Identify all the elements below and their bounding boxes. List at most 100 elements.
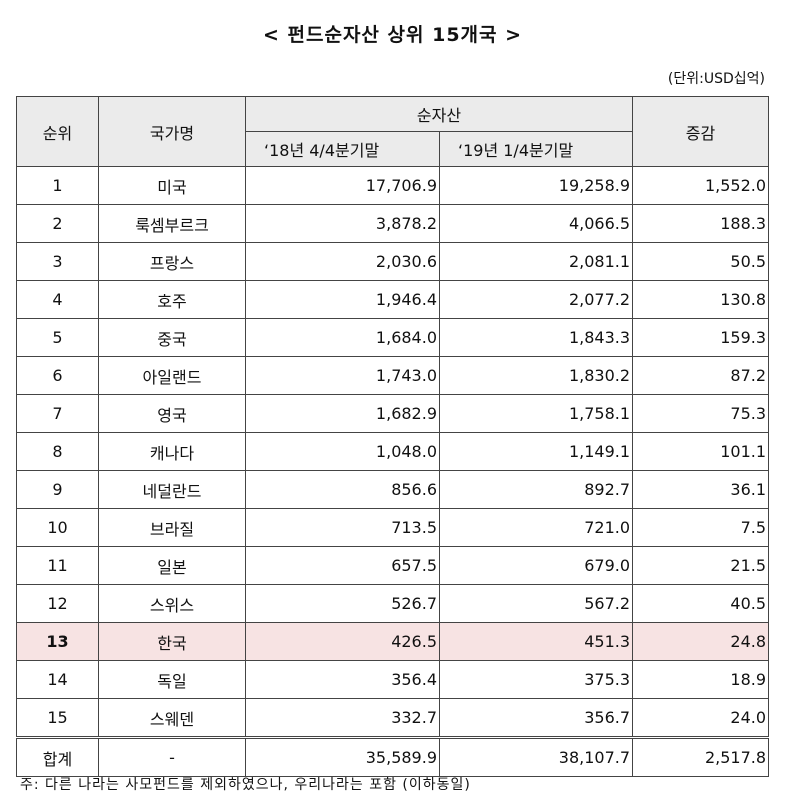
country-cell: 캐나다 <box>98 432 246 471</box>
rank-cell: 1 <box>16 166 99 205</box>
footnote: 주: 다른 나라는 사모펀드를 제외하였으나, 우리나라는 포함 (이하동일) <box>20 777 471 793</box>
country-cell: 네덜란드 <box>98 470 246 509</box>
change-cell: 87.2 <box>632 356 770 395</box>
table-row: 14 독일 356.4 375.3 18.9 <box>16 660 770 699</box>
change-cell: 50.5 <box>632 242 770 281</box>
header-country: 국가명 <box>98 96 246 167</box>
change-cell: 24.8 <box>632 622 770 661</box>
q1-2019-cell: 1,758.1 <box>438 394 634 433</box>
q1-2019-cell: 375.3 <box>438 660 634 699</box>
change-cell: 24.0 <box>632 698 770 738</box>
q4-2018-cell: 1,743.0 <box>245 356 440 395</box>
change-cell: 101.1 <box>632 432 770 471</box>
header-change: 증감 <box>632 96 770 167</box>
rank-cell: 14 <box>16 660 99 699</box>
q4-2018-cell: 526.7 <box>245 584 440 623</box>
change-cell: 7.5 <box>632 508 770 547</box>
change-cell: 130.8 <box>632 280 770 319</box>
change-cell: 188.3 <box>632 204 770 243</box>
total-q1-2019: 38,107.7 <box>438 736 634 777</box>
header-q1-2019: ‘19년 1/4분기말 <box>438 131 634 167</box>
q1-2019-cell: 2,081.1 <box>438 242 634 281</box>
q4-2018-cell: 657.5 <box>245 546 440 585</box>
country-cell: 일본 <box>98 546 246 585</box>
q1-2019-cell: 892.7 <box>438 470 634 509</box>
q4-2018-cell: 856.6 <box>245 470 440 509</box>
q4-2018-cell: 332.7 <box>245 698 440 738</box>
change-cell: 159.3 <box>632 318 770 357</box>
total-row: 합계 - 35,589.9 38,107.7 2,517.8 <box>16 736 770 777</box>
country-cell: 중국 <box>98 318 246 357</box>
country-cell: 한국 <box>98 622 246 661</box>
q4-2018-cell: 713.5 <box>245 508 440 547</box>
q4-2018-cell: 3,878.2 <box>245 204 440 243</box>
country-cell: 룩셈부르크 <box>98 204 246 243</box>
table-row: 11 일본 657.5 679.0 21.5 <box>16 546 770 585</box>
q4-2018-cell: 1,682.9 <box>245 394 440 433</box>
total-country: - <box>98 736 246 777</box>
q1-2019-cell: 1,843.3 <box>438 318 634 357</box>
country-cell: 영국 <box>98 394 246 433</box>
country-cell: 호주 <box>98 280 246 319</box>
rank-cell: 11 <box>16 546 99 585</box>
rank-cell: 6 <box>16 356 99 395</box>
q1-2019-cell: 721.0 <box>438 508 634 547</box>
page-title: < 펀드순자산 상위 15개국 > <box>262 24 523 46</box>
country-cell: 스위스 <box>98 584 246 623</box>
country-cell: 독일 <box>98 660 246 699</box>
country-cell: 브라질 <box>98 508 246 547</box>
rank-cell: 12 <box>16 584 99 623</box>
q1-2019-cell: 356.7 <box>438 698 634 738</box>
total-label: 합계 <box>16 736 99 777</box>
table-row: 4 호주 1,946.4 2,077.2 130.8 <box>16 280 770 319</box>
q1-2019-cell: 1,149.1 <box>438 432 634 471</box>
q1-2019-cell: 4,066.5 <box>438 204 634 243</box>
q4-2018-cell: 1,048.0 <box>245 432 440 471</box>
table-row: 7 영국 1,682.9 1,758.1 75.3 <box>16 394 770 433</box>
q4-2018-cell: 1,684.0 <box>245 318 440 357</box>
q1-2019-cell: 567.2 <box>438 584 634 623</box>
rank-cell: 9 <box>16 470 99 509</box>
header-net-assets: 순자산 <box>244 96 634 132</box>
rank-cell: 7 <box>16 394 99 433</box>
rank-cell: 10 <box>16 508 99 547</box>
change-cell: 75.3 <box>632 394 770 433</box>
rank-cell: 4 <box>16 280 99 319</box>
table-row: 6 아일랜드 1,743.0 1,830.2 87.2 <box>16 356 770 395</box>
rank-cell: 5 <box>16 318 99 357</box>
q4-2018-cell: 2,030.6 <box>245 242 440 281</box>
rank-cell: 15 <box>16 698 99 738</box>
country-cell: 미국 <box>98 166 246 205</box>
q1-2019-cell: 1,830.2 <box>438 356 634 395</box>
q1-2019-cell: 451.3 <box>438 622 634 661</box>
table-row: 13 한국 426.5 451.3 24.8 <box>16 622 770 661</box>
q4-2018-cell: 17,706.9 <box>245 166 440 205</box>
change-cell: 36.1 <box>632 470 770 509</box>
q1-2019-cell: 2,077.2 <box>438 280 634 319</box>
q1-2019-cell: 679.0 <box>438 546 634 585</box>
rank-cell: 3 <box>16 242 99 281</box>
country-cell: 아일랜드 <box>98 356 246 395</box>
rank-cell: 2 <box>16 204 99 243</box>
total-q4-2018: 35,589.9 <box>245 736 440 777</box>
table-row: 8 캐나다 1,048.0 1,149.1 101.1 <box>16 432 770 471</box>
q4-2018-cell: 426.5 <box>245 622 440 661</box>
country-cell: 프랑스 <box>98 242 246 281</box>
table-row: 5 중국 1,684.0 1,843.3 159.3 <box>16 318 770 357</box>
table-row: 15 스웨덴 332.7 356.7 24.0 <box>16 698 770 738</box>
table-row: 3 프랑스 2,030.6 2,081.1 50.5 <box>16 242 770 281</box>
table-row: 2 룩셈부르크 3,878.2 4,066.5 188.3 <box>16 204 770 243</box>
header-q4-2018: ‘18년 4/4분기말 <box>245 131 440 167</box>
table-row: 12 스위스 526.7 567.2 40.5 <box>16 584 770 623</box>
rank-cell: 13 <box>16 622 99 661</box>
header-rank: 순위 <box>16 96 99 167</box>
table-row: 1 미국 17,706.9 19,258.9 1,552.0 <box>16 166 770 205</box>
change-cell: 40.5 <box>632 584 770 623</box>
q1-2019-cell: 19,258.9 <box>438 166 634 205</box>
table-header: 순위 국가명 순자산 증감 ‘18년 4/4분기말 ‘19년 1/4분기말 <box>16 96 770 167</box>
table-row: 10 브라질 713.5 721.0 7.5 <box>16 508 770 547</box>
total-change: 2,517.8 <box>632 736 770 777</box>
rank-cell: 8 <box>16 432 99 471</box>
change-cell: 21.5 <box>632 546 770 585</box>
